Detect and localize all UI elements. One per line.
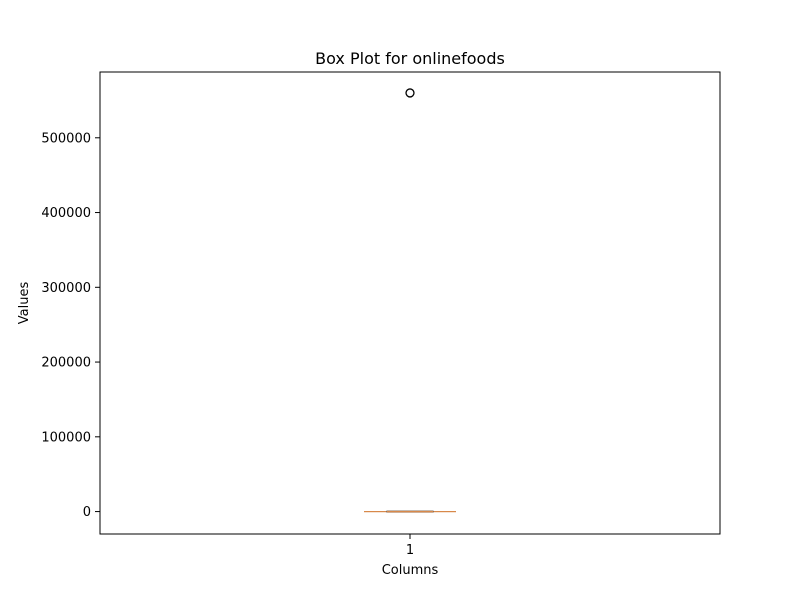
chart-title: Box Plot for onlinefoods [315,49,505,68]
y-tick-label: 500000 [41,131,91,146]
y-axis-label: Values [17,282,32,325]
y-tick-label: 0 [83,505,91,520]
y-tick-label: 300000 [41,281,91,296]
y-tick-label: 100000 [41,430,91,445]
y-axis: 0 100000 200000 300000 400000 500000 [41,131,100,520]
x-axis: 1 [406,534,414,558]
y-tick-label: 400000 [41,206,91,221]
x-tick-label: 1 [406,543,414,558]
plot-area-frame [99,71,721,535]
outlier-point [405,88,415,98]
y-tick-label: 200000 [41,356,91,371]
x-axis-label: Columns [382,563,439,578]
box-series [364,88,456,513]
